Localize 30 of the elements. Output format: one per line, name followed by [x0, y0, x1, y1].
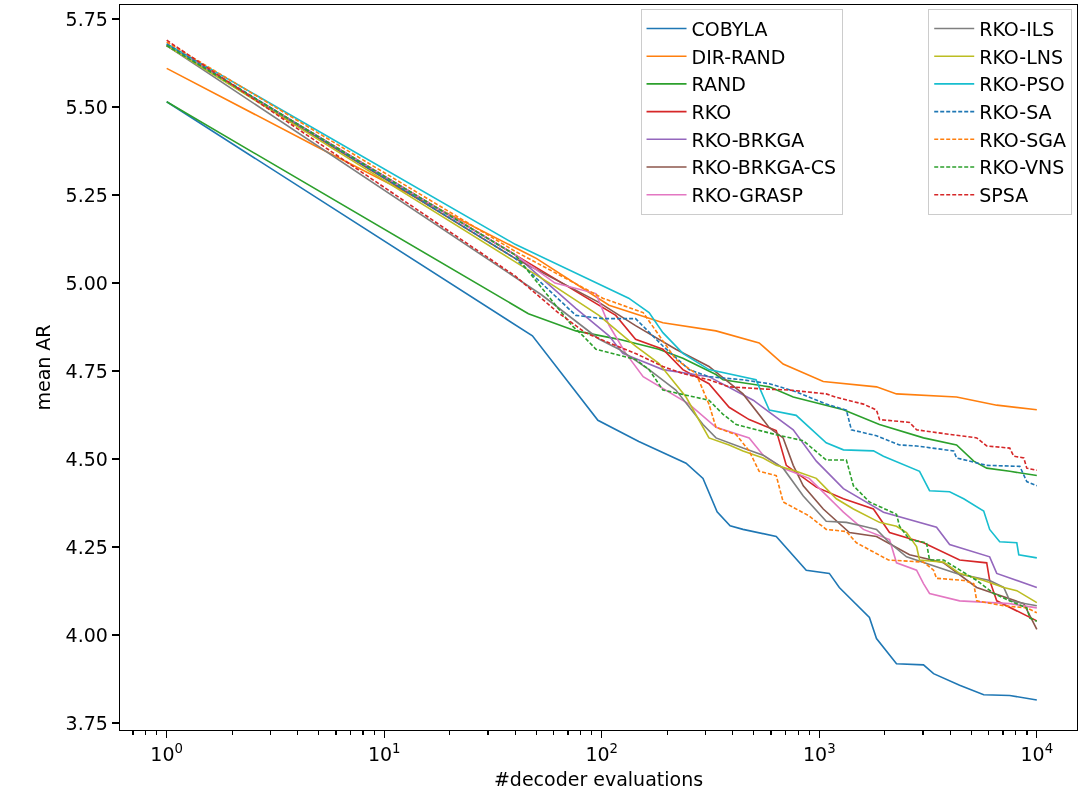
y-tick-label: 5.00	[65, 271, 108, 294]
y-tick-label: 5.25	[65, 183, 108, 206]
legend-label: SPSA	[979, 184, 1029, 207]
legend-label: RAND	[691, 73, 746, 96]
legend-label: RKO-LNS	[979, 45, 1064, 68]
legend-label: RKO-VNS	[979, 156, 1065, 179]
y-tick-label: 4.00	[65, 623, 108, 646]
x-tick-label: 10$^{4}$	[1020, 741, 1054, 766]
y-tick-label: 4.75	[65, 359, 108, 382]
legend-label: RKO-PSO	[979, 73, 1065, 96]
x-axis-title: #decoder evaluations	[493, 767, 704, 790]
x-tick-label: 10$^{1}$	[367, 741, 401, 766]
x-tick-label: 10$^{3}$	[802, 741, 836, 766]
legend-label: RKO-GRASP	[691, 184, 803, 207]
legend-label: RKO	[691, 100, 732, 123]
legend-label: RKO-ILS	[979, 17, 1055, 40]
legend-label: RKO-SGA	[979, 128, 1066, 151]
x-tick-label: 10$^{0}$	[150, 741, 184, 766]
x-tick-label: 10$^{2}$	[585, 741, 619, 766]
y-tick-label: 4.25	[65, 535, 108, 558]
legend-label: RKO-BRKGA	[691, 128, 805, 151]
y-tick-label: 4.50	[65, 447, 108, 470]
legend-label: DIR-RAND	[691, 45, 786, 68]
legend-label: RKO-BRKGA-CS	[691, 156, 836, 179]
y-tick-label: 5.50	[65, 95, 108, 118]
legend-label: COBYLA	[691, 17, 768, 40]
y-tick-label: 3.75	[65, 711, 108, 734]
y-tick-label: 5.75	[65, 7, 108, 30]
y-axis-title: mean AR	[31, 324, 54, 411]
legend-label: RKO-SA	[979, 100, 1052, 123]
